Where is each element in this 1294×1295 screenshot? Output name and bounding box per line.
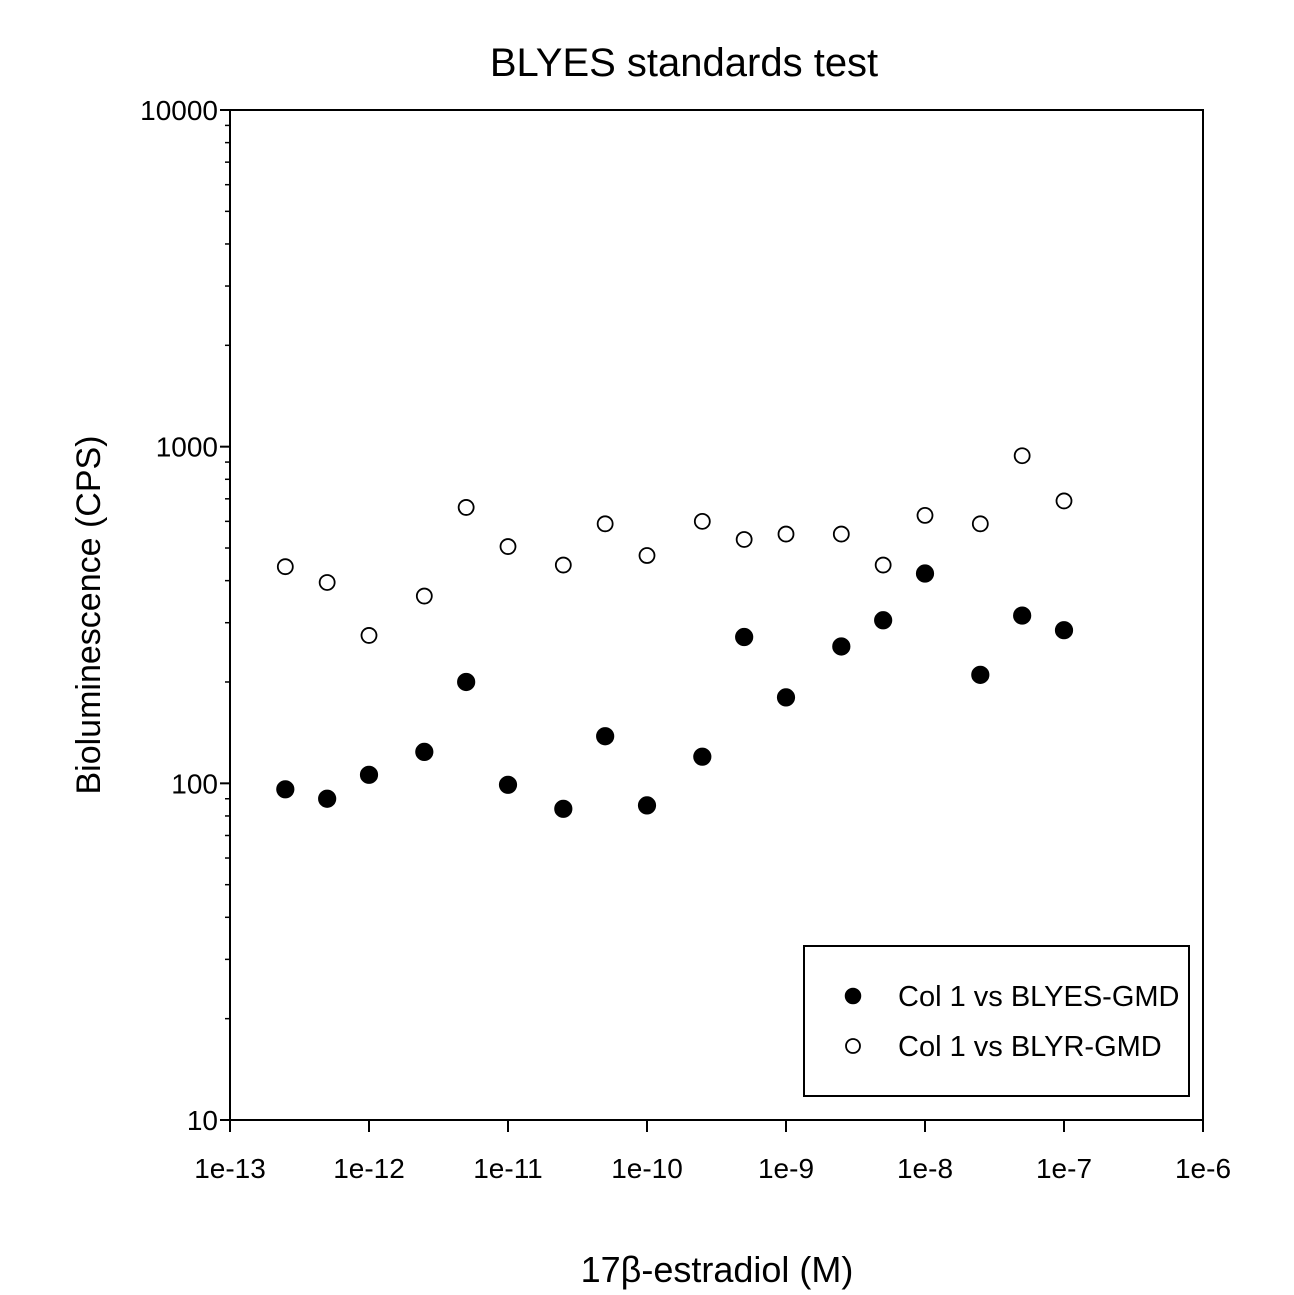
data-point-series-2 (916, 506, 934, 524)
chart-title: BLYES standards test (490, 41, 878, 85)
data-point-series-2 (874, 556, 892, 574)
y-tick-label: 1000 (156, 432, 218, 463)
x-axis-label: 17β-estradiol (M) (581, 1249, 854, 1290)
legend-marker-open (845, 1038, 861, 1054)
y-axis-label: Bioluminescence (CPS) (70, 435, 108, 794)
data-point-series-1 (637, 796, 657, 815)
legend: Col 1 vs BLYES-GMD Col 1 vs BLYR-GMD (803, 945, 1190, 1097)
plot-frame (229, 109, 1204, 1121)
data-point-series-2 (777, 525, 795, 543)
legend-marker-filled (844, 987, 862, 1005)
x-tick-label: 1e-8 (897, 1153, 953, 1184)
y-axis: 10 100 1000 10000 (140, 95, 230, 1136)
legend-label-series-2: Col 1 vs BLYR-GMD (898, 1031, 1162, 1063)
data-point-series-1 (1054, 621, 1074, 640)
data-point-series-1 (498, 775, 518, 794)
data-point-series-1 (318, 789, 337, 808)
data-point-series-2 (457, 499, 475, 516)
data-point-series-1 (415, 742, 434, 761)
data-point-series-1 (915, 564, 935, 583)
data-point-series-2 (554, 556, 572, 574)
data-point-series-2 (596, 515, 614, 533)
data-point-series-1 (832, 637, 851, 656)
x-tick-label: 1e-12 (333, 1153, 405, 1184)
x-tick-label: 1e-6 (1175, 1153, 1231, 1184)
y-tick-label: 10 (187, 1105, 218, 1136)
y-tick-label: 100 (171, 768, 218, 799)
data-point-series-2 (1055, 492, 1073, 510)
x-tick-label: 1e-10 (611, 1153, 683, 1184)
x-tick-label: 1e-7 (1036, 1153, 1092, 1184)
x-axis: 1e-13 1e-12 1e-11 1e-10 1e-9 1e-8 1e-7 1e-6 (194, 1120, 1231, 1184)
data-point-series-2 (735, 531, 753, 548)
data-points (276, 447, 1074, 818)
data-point-series-2 (318, 574, 336, 591)
data-point-series-2 (971, 515, 989, 533)
data-point-series-1 (776, 688, 796, 707)
x-tick-label: 1e-9 (758, 1153, 814, 1184)
x-tick-label: 1e-11 (473, 1153, 543, 1184)
y-tick-label: 10000 (140, 95, 218, 126)
data-point-series-1 (359, 765, 379, 784)
data-point-series-1 (735, 627, 754, 647)
data-point-series-2 (360, 627, 378, 644)
data-point-series-2 (832, 525, 850, 543)
data-point-series-2 (499, 538, 517, 555)
data-point-series-2 (1013, 447, 1031, 465)
data-point-series-1 (457, 672, 476, 692)
legend-box (803, 945, 1190, 1097)
data-point-series-1 (874, 611, 893, 630)
data-point-series-2 (693, 512, 711, 530)
data-point-series-1 (971, 665, 990, 684)
x-tick-label: 1e-13 (194, 1153, 266, 1184)
data-point-series-2 (276, 558, 294, 576)
data-point-series-1 (554, 799, 573, 818)
data-point-series-2 (638, 547, 656, 564)
data-point-series-1 (693, 747, 712, 766)
data-point-series-1 (1013, 606, 1032, 625)
data-point-series-1 (276, 780, 295, 799)
data-point-series-1 (596, 727, 615, 746)
legend-label-series-1: Col 1 vs BLYES-GMD (898, 981, 1179, 1013)
data-point-series-2 (415, 587, 433, 605)
